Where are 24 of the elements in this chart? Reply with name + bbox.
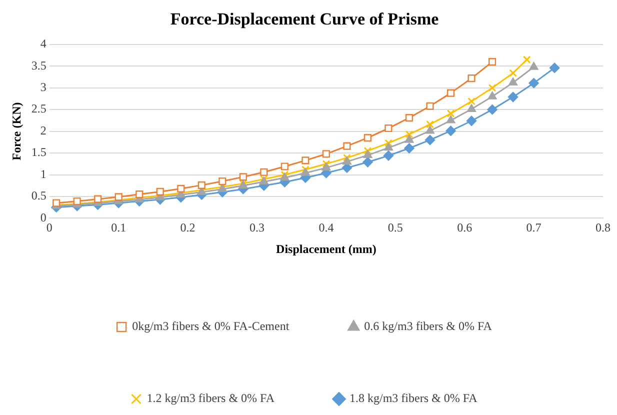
y-axis-title: Force (KN): [9, 102, 24, 160]
x-tick-label: 0.2: [180, 220, 196, 235]
x-tick-label: 0.7: [526, 220, 542, 235]
x-axis-title: Displacement (mm): [276, 242, 376, 256]
x-tick-label: 0.3: [250, 220, 264, 235]
y-tick-label: 3.5: [31, 58, 46, 72]
y-tick-label: 0.5: [31, 188, 46, 203]
y-tick-label: 3: [40, 80, 46, 94]
x-tick-label: 0.6: [457, 220, 472, 235]
y-tick-label: 4: [40, 36, 46, 51]
legend-label: 0kg/m3 fibers & 0% FA-Cement: [132, 319, 290, 334]
y-tick-label: 1.5: [31, 145, 46, 160]
x-tick-label: 0.4: [318, 220, 334, 235]
legend-label: 1.8 kg/m3 fibers & 0% FA: [350, 391, 478, 406]
x-tick-label: 0.1: [111, 220, 126, 235]
y-tick-label: 2.5: [31, 102, 46, 116]
x-tick-label: 0.5: [388, 220, 403, 235]
legend-label: 0.6 kg/m3 fibers & 0% FA: [364, 319, 492, 334]
legend-label: 1.2 kg/m3 fibers & 0% FA: [146, 391, 275, 406]
y-tick-label: 2: [40, 123, 46, 138]
chart-title: Force-Displacement Curve of Prisme: [170, 10, 440, 29]
x-tick-label: 0.8: [596, 220, 610, 235]
y-tick-label: 1: [40, 166, 46, 181]
y-tick-label: 0: [40, 210, 46, 224]
